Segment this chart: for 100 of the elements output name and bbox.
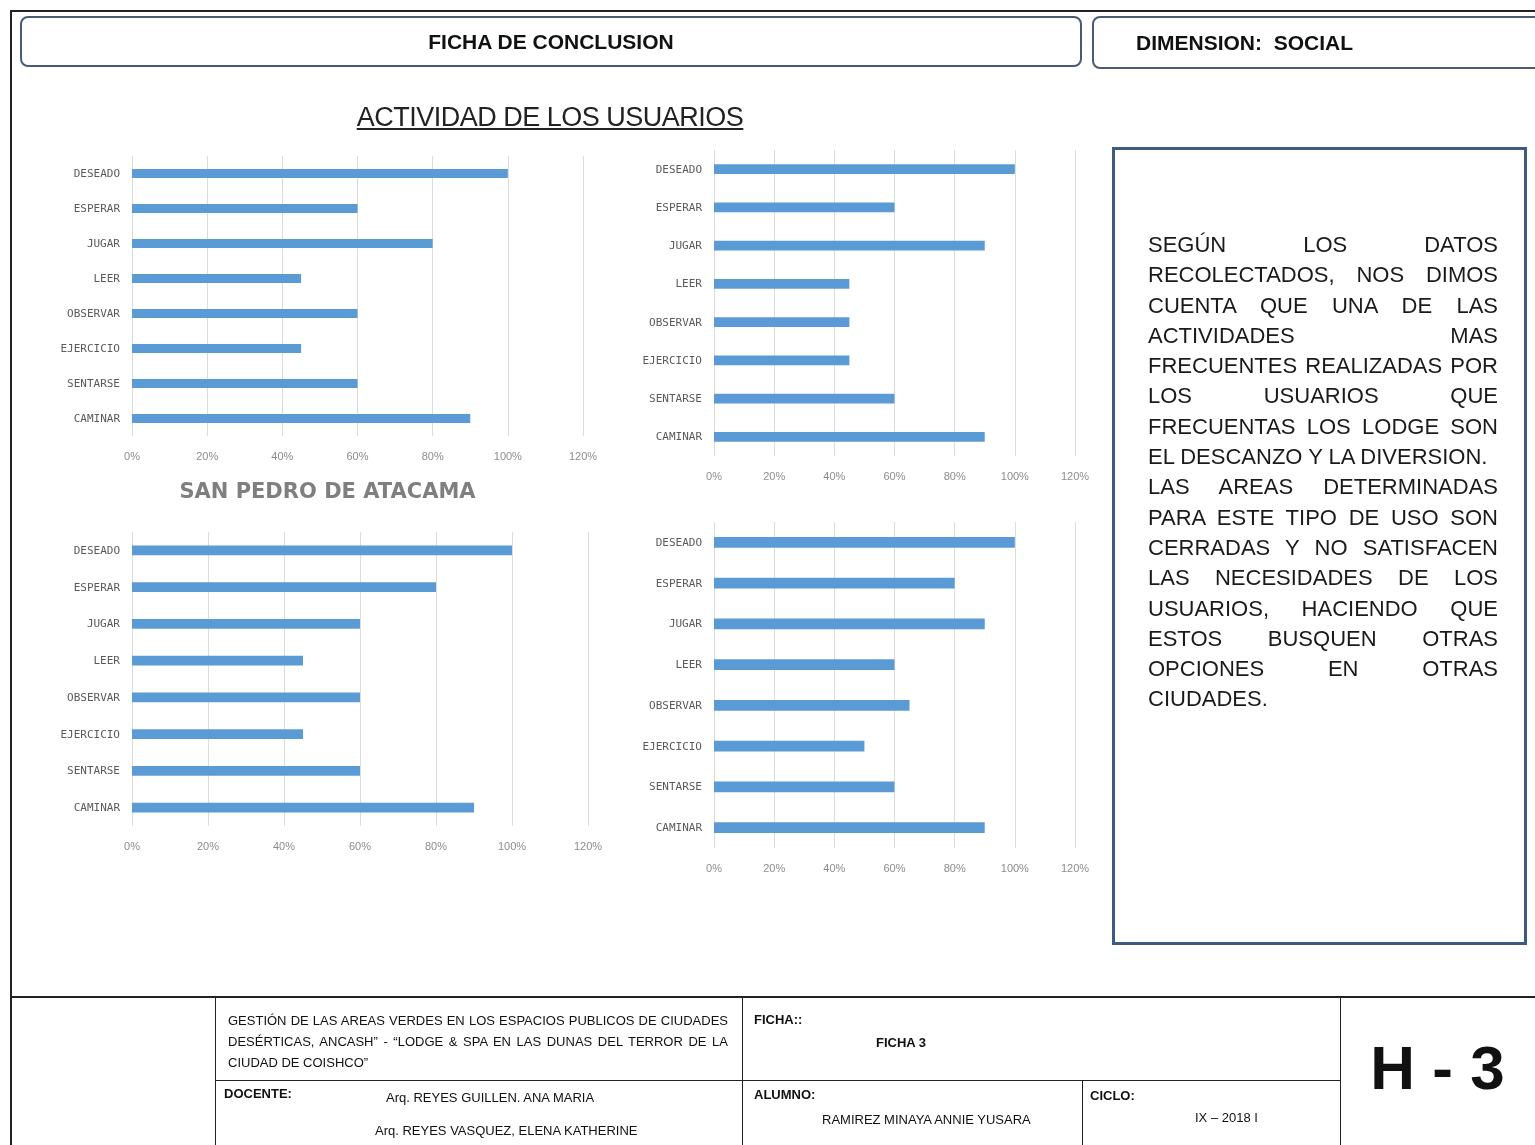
- text: FICHA 3: [876, 1035, 927, 1050]
- y-tick-label: ESPERAR: [655, 200, 703, 214]
- x-tick-label: 60%: [883, 861, 906, 874]
- text: DIMENSION: SOCIAL: [1136, 30, 1354, 55]
- x-tick-label: 100%: [493, 449, 523, 462]
- x-tick-label: 20%: [763, 469, 786, 482]
- bar: [714, 659, 895, 670]
- bar: [714, 700, 910, 711]
- y-tick-label: SENTARSE: [649, 392, 702, 406]
- bar: [132, 619, 360, 629]
- y-tick-label: OBSERVAR: [67, 690, 121, 704]
- y-tick-label: DESEADO: [655, 162, 702, 176]
- bar: [132, 545, 512, 556]
- bar: [132, 378, 358, 389]
- bar: [132, 766, 360, 776]
- bar: [714, 822, 985, 833]
- text: FICHA::: [754, 1012, 803, 1027]
- text: SAN PEDRO DE ATACAMA: [179, 478, 477, 503]
- x-tick-label: 40%: [272, 839, 296, 852]
- y-tick-label: JUGAR: [86, 237, 121, 250]
- x-tick-label: 120%: [573, 839, 603, 852]
- x-tick-label: 0%: [706, 469, 723, 482]
- x-tick-label: 120%: [568, 449, 598, 462]
- y-tick-label: JUGAR: [668, 617, 703, 631]
- bar: [132, 273, 302, 284]
- x-tick-label: 40%: [823, 861, 846, 874]
- x-tick-label: 40%: [823, 469, 846, 482]
- x-tick-label: 80%: [943, 861, 966, 874]
- bar: [132, 168, 508, 179]
- text: ALUMNO:: [754, 1087, 816, 1102]
- bar: [132, 308, 358, 319]
- x-tick-label: 100%: [1000, 861, 1030, 874]
- y-tick-label: SENTARSE: [649, 780, 702, 794]
- y-tick-label: DESEADO: [73, 167, 120, 180]
- y-tick-label: EJERCICIO: [642, 739, 702, 753]
- x-tick-label: 80%: [943, 469, 966, 482]
- x-tick-label: 60%: [346, 449, 369, 462]
- y-tick-label: CAMINAR: [73, 412, 121, 425]
- x-tick-label: 80%: [424, 839, 448, 852]
- bar: [714, 740, 865, 752]
- bar: [714, 278, 850, 289]
- bar: [132, 582, 436, 592]
- x-tick-label: 120%: [1060, 861, 1090, 874]
- text: FICHA DE CONCLUSION: [428, 29, 674, 54]
- y-tick-label: DESEADO: [655, 535, 702, 549]
- text: LAS AREAS DETERMINADAS PARA ESTE TIPO DE USO SON CERRADAS Y NO SATISFACEN LAS NECESIDADES DE LOS USUARIOS, HACIENDO QUE ESTOS BUSQUEN OTRAS OPCIONES EN OTRAS CIUDADES.: [1148, 473, 1498, 714]
- y-tick-label: CAMINAR: [655, 821, 703, 835]
- text: DOCENTE:: [224, 1086, 292, 1101]
- bar: [132, 238, 433, 249]
- text: RAMIREZ MINAYA ANNIE YUSARA: [822, 1112, 1031, 1127]
- y-tick-label: JUGAR: [668, 239, 703, 253]
- y-tick-label: OBSERVAR: [67, 307, 121, 320]
- x-tick-label: 0%: [124, 839, 141, 852]
- text: Arq. REYES VASQUEZ, ELENA KATHERINE: [375, 1123, 638, 1138]
- text: H - 3: [1369, 1032, 1506, 1103]
- bar: [132, 655, 303, 666]
- x-tick-label: 60%: [883, 469, 906, 482]
- y-tick-label: LEER: [675, 277, 703, 291]
- bar: [132, 729, 303, 739]
- bar: [132, 413, 471, 424]
- bar: [132, 692, 360, 703]
- y-tick-label: CAMINAR: [73, 801, 121, 815]
- x-tick-label: 100%: [1000, 469, 1030, 482]
- y-tick-label: SENTARSE: [67, 377, 120, 390]
- y-tick-label: OBSERVAR: [649, 315, 703, 329]
- bar: [132, 343, 302, 354]
- bar: [714, 393, 895, 404]
- text: Arq. REYES GUILLEN. ANA MARIA: [386, 1090, 595, 1105]
- text: ACTIVIDAD DE LOS USUARIOS: [356, 102, 744, 133]
- x-tick-label: 60%: [348, 839, 372, 852]
- x-tick-label: 120%: [1060, 469, 1090, 482]
- bar: [714, 577, 955, 589]
- y-tick-label: SENTARSE: [67, 764, 120, 778]
- x-tick-label: 40%: [271, 449, 294, 462]
- y-tick-label: JUGAR: [86, 617, 121, 631]
- x-tick-label: 0%: [706, 861, 723, 874]
- x-tick-label: 20%: [763, 861, 786, 874]
- y-tick-label: CAMINAR: [655, 430, 703, 444]
- text: GESTIÓN DE LAS AREAS VERDES EN LOS ESPACIOS PUBLICOS DE CIUDADES DESÉRTICAS, ANCASH” - “LODGE & SPA EN LAS DUNAS DEL TERROR DE LA CIUDAD DE COISHCO”: [228, 1012, 728, 1072]
- x-tick-label: 20%: [196, 449, 219, 462]
- text: IX – 2018 I: [1195, 1110, 1258, 1125]
- y-tick-label: ESPERAR: [73, 202, 121, 215]
- bar: [132, 802, 474, 813]
- y-tick-label: DESEADO: [73, 543, 120, 557]
- bar: [132, 203, 358, 214]
- text: CICLO:: [1090, 1088, 1135, 1103]
- x-tick-label: 80%: [421, 449, 444, 462]
- bar: [714, 431, 985, 442]
- bar: [714, 781, 895, 793]
- x-tick-label: 0%: [124, 449, 141, 462]
- x-tick-label: 20%: [196, 839, 220, 852]
- y-tick-label: LEER: [93, 272, 121, 285]
- y-tick-label: EJERCICIO: [60, 342, 120, 355]
- y-tick-label: LEER: [675, 658, 703, 672]
- bar: [714, 618, 985, 630]
- bar: [714, 537, 1015, 548]
- y-tick-label: ESPERAR: [73, 580, 121, 594]
- text: SEGÚN LOS DATOS RECOLECTADOS, NOS DIMOS CUENTA QUE UNA DE LAS ACTIVIDADES MAS FRECUENTES REALIZADAS POR LOS USUARIOS QUE FRECUENTAS LOS LODGE SON EL DESCANZO Y LA DIVERSION.: [1148, 231, 1498, 472]
- y-tick-label: EJERCICIO: [60, 727, 120, 741]
- bar: [714, 240, 985, 251]
